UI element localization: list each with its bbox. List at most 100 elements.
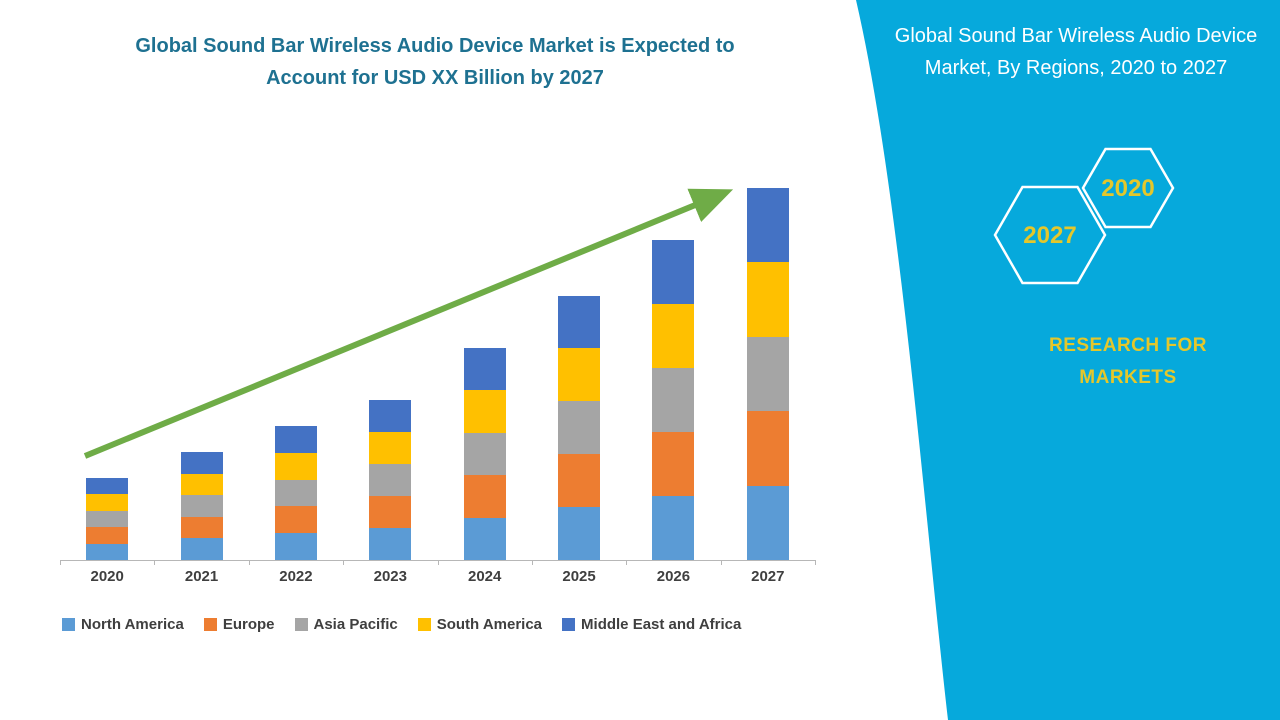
bar-segment-south-america — [746, 262, 789, 337]
x-axis-tick — [154, 560, 156, 565]
x-axis-label-2025: 2025 — [562, 568, 596, 585]
bar-segment-europe — [746, 411, 789, 486]
bar-column-2021 — [154, 150, 248, 560]
bar-column-2022 — [249, 150, 343, 560]
bar-chart-plot — [60, 150, 816, 565]
legend-item-middle-east-and-africa: Middle East and Africa — [562, 616, 741, 633]
bar-stack-2026 — [652, 239, 695, 560]
bar-segment-asia-pacific — [274, 479, 317, 507]
hexagon-year-2020: 2020 — [1101, 175, 1154, 202]
legend-item-north-america: North America — [62, 616, 184, 633]
x-axis-tick — [720, 560, 722, 565]
x-axis-tick — [437, 560, 439, 565]
bar-segment-north-america — [86, 543, 129, 560]
hexagon-2027-icon — [993, 185, 1107, 285]
bar-segment-south-america — [274, 452, 317, 480]
x-axis-label-2026: 2026 — [656, 568, 691, 585]
chart-title: Global Sound Bar Wireless Audio Device M… — [135, 35, 735, 89]
bar-stack-2022 — [274, 426, 317, 560]
bar-segment-middle-east-and-africa — [558, 295, 601, 349]
bar-stack-2023 — [369, 399, 412, 560]
bar-segment-europe — [369, 495, 412, 528]
bar-segment-middle-east-and-africa — [86, 478, 129, 495]
bar-segment-europe — [274, 506, 317, 534]
bar-stack-2021 — [180, 452, 223, 560]
bar-segment-asia-pacific — [746, 336, 789, 411]
legend-label: North America — [81, 616, 184, 633]
bar-stack-2027 — [746, 187, 789, 560]
x-axis-tick — [531, 560, 533, 565]
legend-swatch-icon — [203, 618, 217, 631]
bar-segment-south-america — [463, 390, 506, 433]
bar-segment-middle-east-and-africa — [369, 399, 412, 432]
bar-segment-asia-pacific — [558, 401, 601, 455]
x-axis-label-2022: 2022 — [279, 568, 313, 585]
bar-segment-europe — [652, 431, 695, 496]
legend-item-europe: Europe — [203, 616, 275, 633]
bar-column-2026 — [626, 150, 720, 560]
hexagon-badges: 2027 2020 — [993, 147, 1175, 285]
x-axis-tick — [626, 560, 628, 565]
bar-column-2025 — [532, 150, 626, 560]
bar-segment-middle-east-and-africa — [463, 347, 506, 390]
x-axis-label-2023: 2023 — [373, 568, 407, 585]
legend-swatch-icon — [62, 618, 75, 631]
bar-segment-south-america — [86, 494, 129, 511]
legend-label: South America — [436, 616, 543, 633]
bar-segment-europe — [86, 527, 129, 544]
bar-segment-europe — [180, 516, 223, 539]
x-axis-tick — [60, 560, 61, 565]
bar-segment-middle-east-and-africa — [180, 452, 223, 474]
x-axis-label-2024: 2024 — [468, 568, 502, 585]
bar-segment-asia-pacific — [86, 510, 129, 528]
legend-swatch-icon — [294, 618, 308, 631]
bar-stack-2020 — [86, 478, 129, 560]
bar-segment-asia-pacific — [369, 463, 412, 496]
legend-swatch-icon — [417, 618, 431, 631]
legend-label: Europe — [222, 616, 275, 633]
x-axis-tick — [343, 560, 345, 565]
legend-swatch-icon — [562, 618, 576, 631]
bar-column-2020 — [60, 150, 154, 560]
bar-segment-europe — [558, 454, 601, 508]
bar-segment-north-america — [558, 507, 601, 560]
bar-segment-south-america — [558, 348, 601, 402]
legend-label: Middle East and Africa — [581, 616, 742, 633]
hexagon-year-2027: 2027 — [1023, 222, 1076, 249]
bar-segment-middle-east-and-africa — [746, 187, 789, 262]
legend-item-asia-pacific: Asia Pacific — [294, 616, 398, 633]
bar-stack-2025 — [558, 295, 601, 560]
bar-segment-south-america — [652, 303, 695, 368]
bar-column-2027 — [721, 150, 815, 560]
bar-segment-north-america — [746, 485, 789, 560]
bar-segment-north-america — [369, 527, 412, 560]
bar-segment-north-america — [652, 495, 695, 560]
bar-column-2023 — [343, 150, 437, 560]
bar-segment-europe — [463, 475, 506, 518]
bar-segment-north-america — [180, 538, 223, 560]
x-axis-label-2027: 2027 — [751, 568, 785, 585]
bar-segment-south-america — [369, 431, 412, 464]
bar-segment-middle-east-and-africa — [652, 239, 695, 304]
hexagon-2020-icon — [1081, 147, 1175, 229]
bar-segment-asia-pacific — [180, 495, 223, 517]
bar-segment-south-america — [180, 473, 223, 496]
bar-segment-asia-pacific — [652, 367, 695, 432]
x-axis-tick — [815, 560, 816, 565]
brand-text: RESEARCH FOR MARKETS — [1048, 335, 1207, 389]
bar-column-2024 — [438, 150, 532, 560]
legend-label: Asia Pacific — [313, 616, 398, 633]
bar-segment-north-america — [463, 517, 506, 560]
bar-segment-north-america — [274, 533, 317, 560]
legend-item-south-america: South America — [417, 616, 543, 633]
x-axis-tick — [248, 560, 250, 565]
bar-stack-2024 — [463, 347, 506, 560]
bar-segment-asia-pacific — [463, 432, 506, 475]
chart-legend: North America Europe Asia Pacific South Ame… — [62, 616, 842, 633]
x-axis-label-2020: 2020 — [90, 568, 124, 585]
right-panel-title: Global Sound Bar Wireless Audio Device M… — [894, 25, 1258, 79]
x-axis-labels: 2020 2021 2022 2023 2024 2025 2026 2027 — [60, 568, 815, 585]
bar-segment-middle-east-and-africa — [274, 426, 317, 453]
x-axis-label-2021: 2021 — [184, 568, 219, 585]
